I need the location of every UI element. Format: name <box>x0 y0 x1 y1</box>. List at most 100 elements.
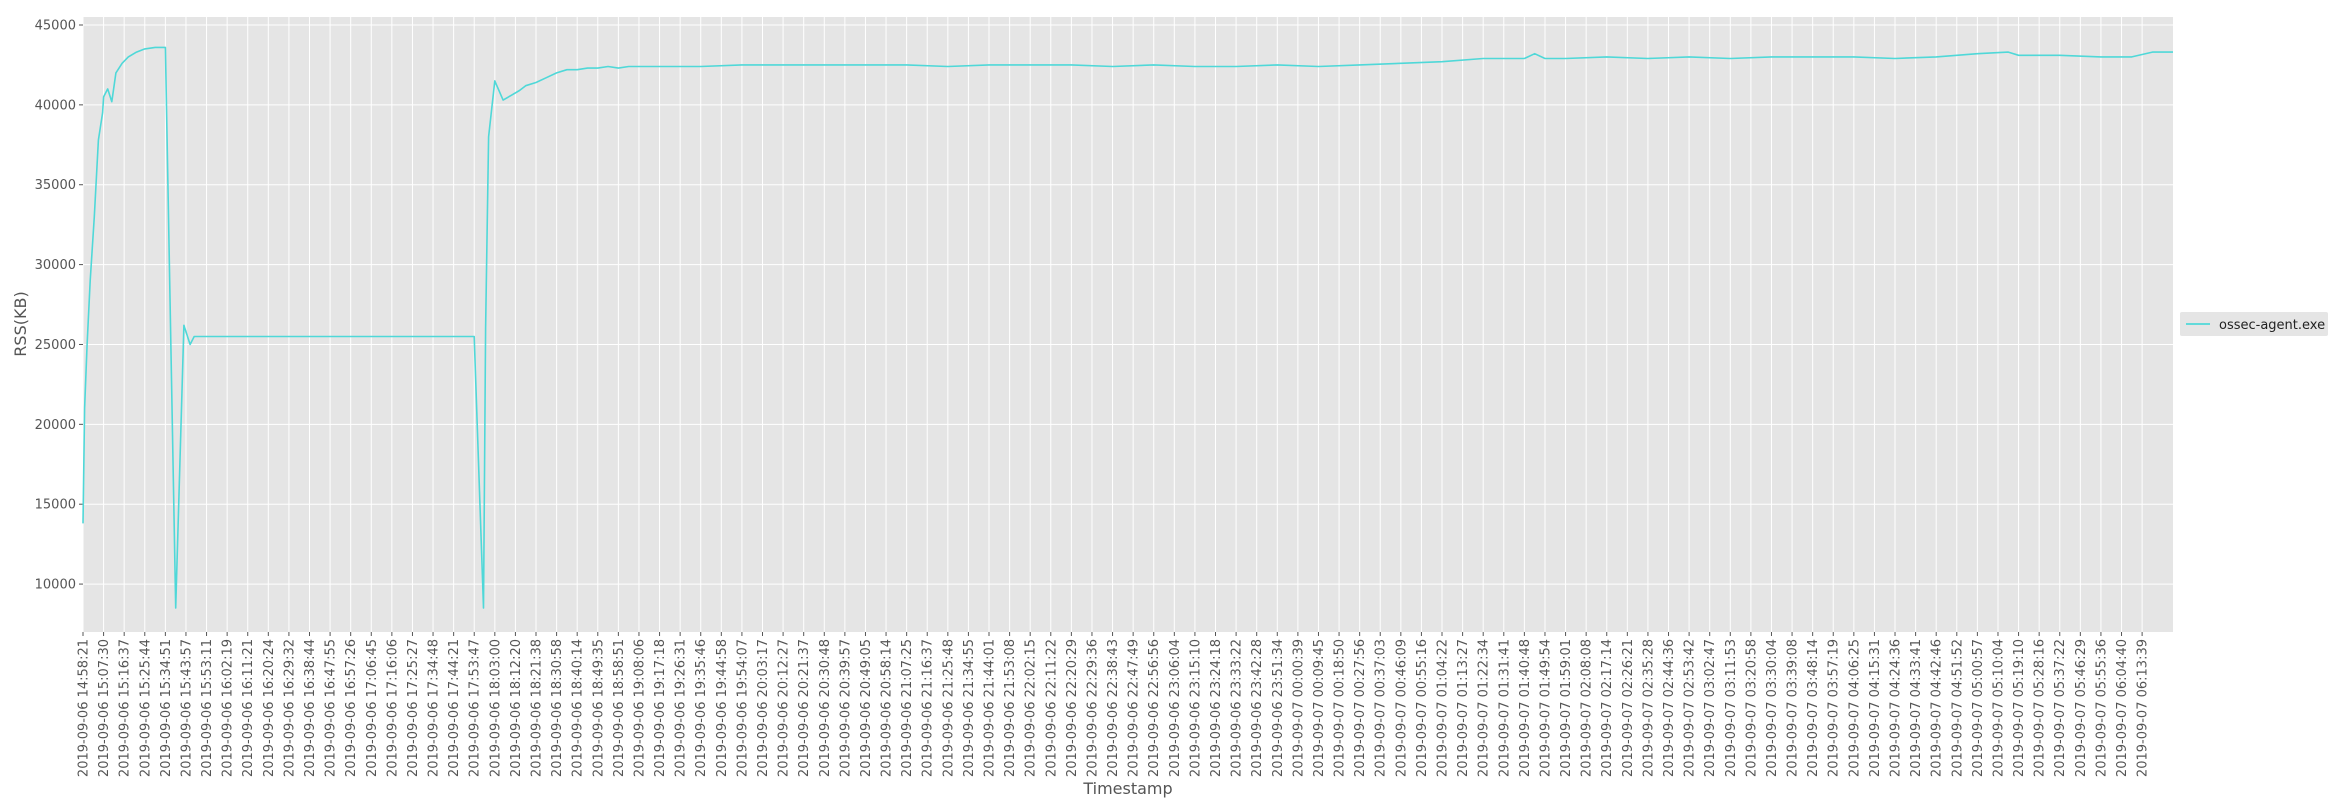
x-tick-label: 2019-09-07 01:59:01 <box>1559 639 1574 777</box>
x-tick-label: 2019-09-07 05:10:04 <box>1991 639 2006 777</box>
y-tick-label: 40000 <box>35 98 76 113</box>
x-tick-label: 2019-09-07 04:06:25 <box>1847 639 1862 777</box>
x-tick-label: 2019-09-06 15:25:44 <box>138 639 153 777</box>
x-tick-label: 2019-09-06 21:44:01 <box>983 639 998 777</box>
x-tick-label: 2019-09-07 01:22:34 <box>1477 639 1492 777</box>
x-tick-label: 2019-09-06 23:15:10 <box>1188 639 1203 777</box>
x-tick-label: 2019-09-06 22:20:29 <box>1065 639 1080 777</box>
x-tick-label: 2019-09-06 17:34:48 <box>427 639 442 777</box>
x-tick-label: 2019-09-07 04:15:31 <box>1868 639 1883 777</box>
series-line-ossec-agent <box>82 46 2173 609</box>
x-tick-label: 2019-09-06 18:12:20 <box>509 639 524 777</box>
y-axis-label: RSS(KB) <box>11 291 30 356</box>
x-tick-label: 2019-09-07 06:04:40 <box>2115 639 2130 777</box>
x-tick-label: 2019-09-06 18:21:38 <box>530 639 545 777</box>
x-tick-label: 2019-09-06 20:12:27 <box>777 639 792 777</box>
x-tick-label: 2019-09-06 20:49:05 <box>859 639 874 777</box>
x-tick-label: 2019-09-06 20:58:14 <box>880 639 895 777</box>
x-tick-label: 2019-09-06 22:56:56 <box>1147 639 1162 777</box>
x-tick-label: 2019-09-06 23:06:04 <box>1168 639 1183 777</box>
x-tick-label: 2019-09-06 19:54:07 <box>735 639 750 777</box>
x-tick-label: 2019-09-06 19:17:18 <box>653 639 668 777</box>
x-tick-label: 2019-09-07 04:33:41 <box>1909 639 1924 777</box>
x-tick-label: 2019-09-07 03:11:53 <box>1724 639 1739 777</box>
legend: ossec-agent.exe <box>2180 312 2328 336</box>
x-tick-label: 2019-09-06 17:06:45 <box>365 639 380 777</box>
legend-label-ossec-agent: ossec-agent.exe <box>2219 318 2325 333</box>
x-tick-label: 2019-09-07 05:55:36 <box>2094 639 2109 777</box>
x-tick-label: 2019-09-06 23:24:18 <box>1209 639 1224 777</box>
x-tick-label: 2019-09-06 16:02:19 <box>221 639 236 777</box>
x-tick-label: 2019-09-06 14:58:21 <box>77 639 92 777</box>
x-tick-label: 2019-09-07 05:46:29 <box>2074 639 2089 777</box>
x-tick-label: 2019-09-06 18:58:51 <box>612 639 627 777</box>
x-tick-label: 2019-09-07 03:30:04 <box>1765 639 1780 777</box>
x-tick-label: 2019-09-06 21:53:08 <box>1003 639 1018 777</box>
x-tick-label: 2019-09-07 05:00:57 <box>1971 639 1986 777</box>
x-tick-label: 2019-09-07 00:18:50 <box>1333 639 1348 777</box>
x-tick-label: 2019-09-06 17:25:27 <box>406 639 421 777</box>
y-tick-label: 45000 <box>35 18 76 33</box>
x-tick-label: 2019-09-06 23:42:28 <box>1250 639 1265 777</box>
x-tick-label: 2019-09-07 03:48:14 <box>1806 639 1821 777</box>
x-tick-label: 2019-09-07 05:19:10 <box>2012 639 2027 777</box>
x-tick-label: 2019-09-07 01:13:27 <box>1456 639 1471 777</box>
x-tick-label: 2019-09-06 16:20:24 <box>262 639 277 777</box>
x-tick-label: 2019-09-07 00:27:56 <box>1353 639 1368 777</box>
x-tick-label: 2019-09-07 00:46:09 <box>1394 639 1409 777</box>
x-tick-label: 2019-09-07 02:44:36 <box>1662 639 1677 777</box>
x-tick-label: 2019-09-06 20:03:17 <box>756 639 771 777</box>
x-tick-label: 2019-09-06 22:38:43 <box>1106 639 1121 777</box>
x-tick-label: 2019-09-06 19:35:46 <box>694 639 709 777</box>
x-tick-label: 2019-09-06 21:25:48 <box>941 639 956 777</box>
x-tick-label: 2019-09-07 00:37:03 <box>1374 639 1389 777</box>
y-gridlines <box>83 24 2173 585</box>
x-tick-label: 2019-09-06 15:53:11 <box>200 639 215 777</box>
x-tick-label: 2019-09-06 22:47:49 <box>1127 639 1142 777</box>
x-tick-label: 2019-09-07 00:55:16 <box>1415 639 1430 777</box>
y-tick-label: 10000 <box>35 578 76 593</box>
x-tick-label: 2019-09-06 15:34:51 <box>159 639 174 777</box>
x-tick-label: 2019-09-07 03:57:19 <box>1827 639 1842 777</box>
x-tick-label: 2019-09-06 22:11:22 <box>1044 639 1059 777</box>
x-tick-label: 2019-09-07 04:42:46 <box>1930 639 1945 777</box>
x-tick-label: 2019-09-07 02:53:42 <box>1683 639 1698 777</box>
x-tick-label: 2019-09-07 04:24:36 <box>1889 639 1904 777</box>
y-axis-ticks: 10000 15000 20000 25000 30000 35000 40000 45000 <box>35 18 83 593</box>
x-tick-label: 2019-09-06 22:02:15 <box>1024 639 1039 777</box>
y-tick-label: 20000 <box>35 418 76 433</box>
x-axis-ticks: 2019-09-06 14:58:21 2019-09-06 15:07:30 20… <box>77 632 2151 777</box>
x-tick-label: 2019-09-07 03:39:08 <box>1786 639 1801 777</box>
x-tick-label: 2019-09-06 18:40:14 <box>571 639 586 777</box>
x-tick-label: 2019-09-06 21:07:25 <box>900 639 915 777</box>
x-tick-label: 2019-09-06 16:57:26 <box>344 639 359 777</box>
x-tick-label: 2019-09-06 18:49:35 <box>591 639 606 777</box>
y-tick-label: 30000 <box>35 258 76 273</box>
legend-box <box>2180 312 2328 336</box>
x-tick-label: 2019-09-06 22:29:36 <box>1085 639 1100 777</box>
y-tick-label: 15000 <box>35 498 76 513</box>
x-tick-label: 2019-09-06 16:38:44 <box>303 639 318 777</box>
x-tick-label: 2019-09-06 15:16:37 <box>118 639 133 777</box>
x-tick-label: 2019-09-06 21:34:55 <box>962 639 977 777</box>
x-tick-label: 2019-09-07 02:17:14 <box>1600 639 1615 777</box>
x-tick-label: 2019-09-07 00:00:39 <box>1291 639 1306 777</box>
x-tick-label: 2019-09-06 15:43:57 <box>179 639 194 777</box>
x-tick-label: 2019-09-07 02:26:21 <box>1621 639 1636 777</box>
x-tick-label: 2019-09-06 16:29:32 <box>282 639 297 777</box>
x-tick-label: 2019-09-06 23:33:22 <box>1230 639 1245 777</box>
x-tick-label: 2019-09-07 01:31:41 <box>1497 639 1512 777</box>
x-tick-label: 2019-09-06 18:30:58 <box>550 639 565 777</box>
x-tick-label: 2019-09-07 03:20:58 <box>1744 639 1759 777</box>
x-tick-label: 2019-09-07 01:04:22 <box>1436 639 1451 777</box>
x-tick-label: 2019-09-06 17:44:21 <box>447 639 462 777</box>
x-tick-label: 2019-09-07 01:40:48 <box>1518 639 1533 777</box>
y-tick-label: 25000 <box>35 338 76 353</box>
plot-background <box>83 17 2173 632</box>
x-tick-label: 2019-09-07 05:28:16 <box>2033 639 2048 777</box>
x-axis-label: Timestamp <box>1082 779 1172 798</box>
x-tick-label: 2019-09-07 05:37:22 <box>2053 639 2068 777</box>
x-tick-label: 2019-09-06 20:39:57 <box>838 639 853 777</box>
x-gridlines <box>82 17 2143 632</box>
